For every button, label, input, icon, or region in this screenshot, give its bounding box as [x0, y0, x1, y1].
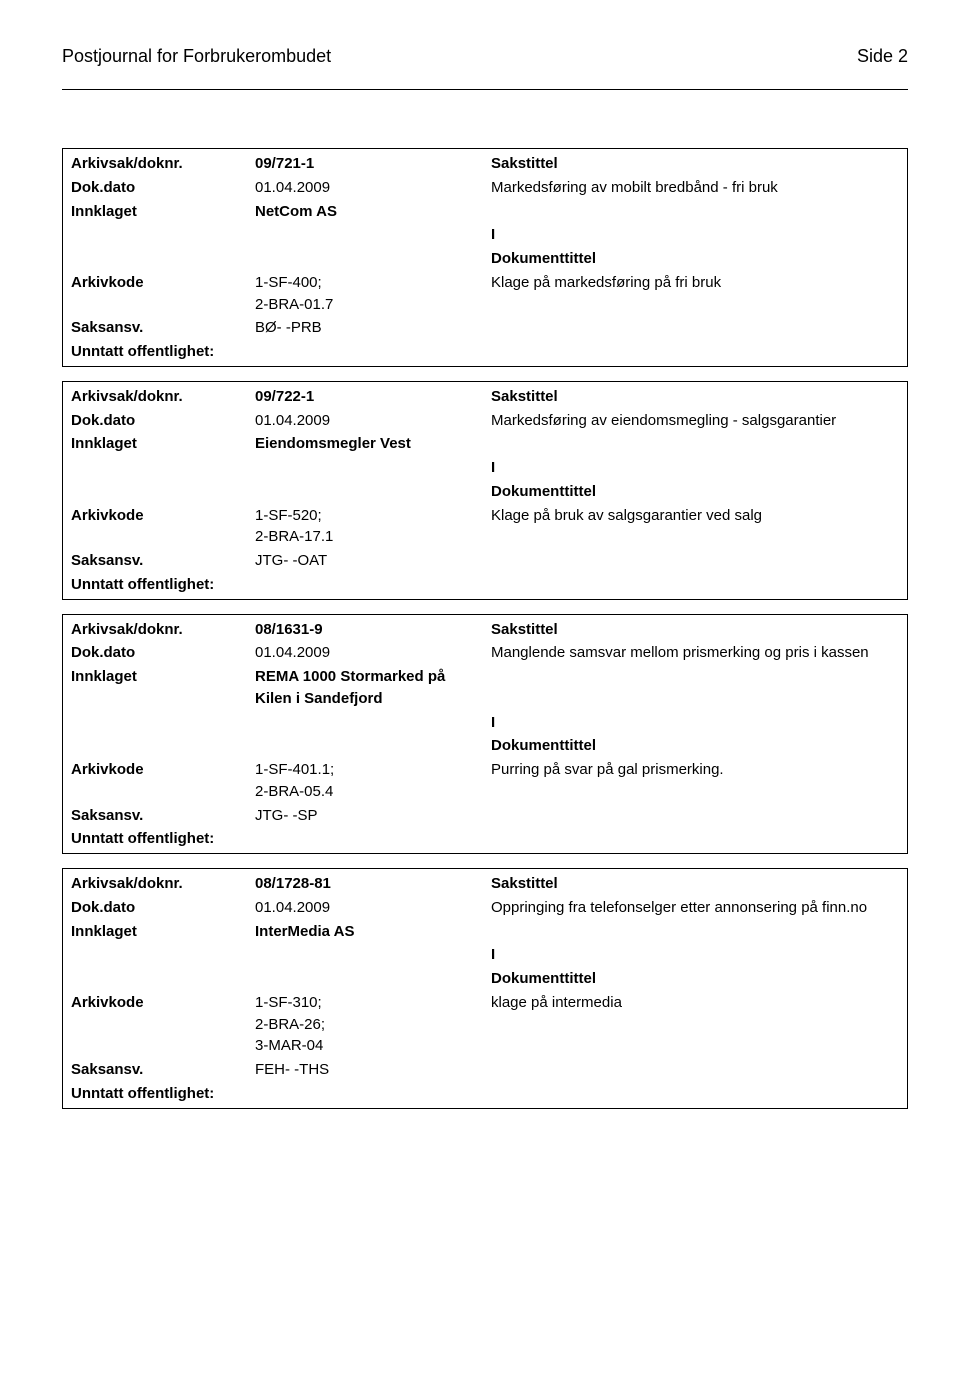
label-saksansv: Saksansv. [63, 1058, 247, 1082]
spacer [483, 432, 907, 434]
label-saksansv: Saksansv. [63, 804, 247, 828]
spacer [483, 316, 907, 318]
value-dokdato: 01.04.2009 [247, 641, 483, 665]
value-saksansv: JTG- -OAT [247, 549, 483, 573]
label-arkivsak: Arkivsak/doknr. [63, 152, 247, 176]
label-dokumenttittel: Dokumenttittel [483, 480, 907, 504]
value-saksansv: JTG- -SP [247, 804, 483, 828]
label-unntatt: Unntatt offentlighet: [63, 340, 222, 364]
value-innklaget: REMA 1000 Stormarked på Kilen i Sandefjo… [247, 665, 483, 711]
record: Arkivsak/doknr.09/721-1Sakstittel Dok.dat… [62, 148, 908, 367]
spacer [247, 943, 483, 945]
label-saksansv: Saksansv. [63, 316, 247, 340]
value-dokumenttittel: Klage på markedsføring på fri bruk [483, 271, 907, 295]
value-dokdato: 01.04.2009 [247, 896, 483, 920]
label-arkivkode: Arkivkode [63, 758, 247, 782]
page-header: Postjournal for Forbrukerombudet Side 2 [62, 46, 908, 67]
spacer [483, 549, 907, 551]
spacer [247, 456, 483, 458]
spacer [247, 711, 483, 713]
value-dokumenttittel: Klage på bruk av salgsgarantier ved salg [483, 504, 907, 528]
value-saksansv: FEH- -THS [247, 1058, 483, 1082]
label-arkivkode: Arkivkode [63, 504, 247, 528]
spacer [483, 200, 907, 202]
records-list: Arkivsak/doknr.09/721-1SakstittelDok.dat… [62, 148, 908, 1109]
spacer [63, 247, 247, 249]
value-innklaget: NetCom AS [247, 200, 483, 224]
spacer [63, 456, 247, 458]
label-dokumenttittel: Dokumenttittel [483, 734, 907, 758]
label-arkivsak: Arkivsak/doknr. [63, 385, 247, 409]
spacer [247, 247, 483, 249]
label-dokdato: Dok.dato [63, 176, 247, 200]
label-arkivsak: Arkivsak/doknr. [63, 618, 247, 642]
record: Arkivsak/doknr.08/1728-81Sakstittel Dok.d… [62, 868, 908, 1109]
spacer [63, 967, 247, 969]
label-sakstittel: Sakstittel [483, 385, 907, 409]
label-arkivsak: Arkivsak/doknr. [63, 872, 247, 896]
spacer [483, 920, 907, 922]
value-sakstittel: Manglende samsvar mellom prismerking og … [483, 641, 907, 665]
header-title: Postjournal for Forbrukerombudet [62, 46, 331, 67]
spacer [483, 1058, 907, 1060]
value-io: I [483, 711, 907, 735]
spacer [247, 480, 483, 482]
page-container: Postjournal for Forbrukerombudet Side 2 … [0, 0, 960, 1149]
label-unntatt: Unntatt offentlighet: [63, 827, 222, 851]
page-number: Side 2 [857, 46, 908, 67]
value-io: I [483, 223, 907, 247]
spacer [247, 967, 483, 969]
value-arkivkode: 1-SF-401.1;2-BRA-05.4 [247, 758, 483, 804]
header-rule [62, 89, 908, 90]
spacer [483, 665, 907, 667]
label-unntatt: Unntatt offentlighet: [63, 573, 222, 597]
value-arkivsak: 08/1728-81 [247, 872, 483, 896]
value-dokumenttittel: klage på intermedia [483, 991, 907, 1015]
value-arkivsak: 09/722-1 [247, 385, 483, 409]
label-saksansv: Saksansv. [63, 549, 247, 573]
value-arkivkode: 1-SF-310;2-BRA-26;3-MAR-04 [247, 991, 483, 1058]
spacer [247, 223, 483, 225]
spacer [247, 734, 483, 736]
value-dokdato: 01.04.2009 [247, 409, 483, 433]
spacer [63, 480, 247, 482]
record: Arkivsak/doknr.09/722-1Sakstittel Dok.dat… [62, 381, 908, 600]
spacer [63, 943, 247, 945]
label-innklaget: Innklaget [63, 920, 247, 944]
value-io: I [483, 943, 907, 967]
value-arkivkode: 1-SF-400;2-BRA-01.7 [247, 271, 483, 317]
value-innklaget: InterMedia AS [247, 920, 483, 944]
value-innklaget: Eiendomsmegler Vest [247, 432, 483, 456]
spacer [63, 711, 247, 713]
label-arkivkode: Arkivkode [63, 991, 247, 1015]
label-dokdato: Dok.dato [63, 896, 247, 920]
label-sakstittel: Sakstittel [483, 872, 907, 896]
value-sakstittel: Oppringing fra telefonselger etter annon… [483, 896, 907, 920]
value-dokumenttittel: Purring på svar på gal prismerking. [483, 758, 907, 782]
value-arkivkode: 1-SF-520;2-BRA-17.1 [247, 504, 483, 550]
label-sakstittel: Sakstittel [483, 152, 907, 176]
label-innklaget: Innklaget [63, 665, 247, 689]
value-io: I [483, 456, 907, 480]
spacer [483, 804, 907, 806]
record: Arkivsak/doknr.08/1631-9Sakstittel Dok.da… [62, 614, 908, 855]
label-dokdato: Dok.dato [63, 641, 247, 665]
value-dokdato: 01.04.2009 [247, 176, 483, 200]
spacer [63, 734, 247, 736]
value-sakstittel: Markedsføring av eiendomsmegling - salgs… [483, 409, 907, 433]
label-arkivkode: Arkivkode [63, 271, 247, 295]
value-sakstittel: Markedsføring av mobilt bredbånd - fri b… [483, 176, 907, 200]
value-arkivsak: 09/721-1 [247, 152, 483, 176]
label-dokumenttittel: Dokumenttittel [483, 247, 907, 271]
label-innklaget: Innklaget [63, 200, 247, 224]
label-innklaget: Innklaget [63, 432, 247, 456]
label-dokdato: Dok.dato [63, 409, 247, 433]
label-sakstittel: Sakstittel [483, 618, 907, 642]
spacer [63, 223, 247, 225]
value-saksansv: BØ- -PRB [247, 316, 483, 340]
value-arkivsak: 08/1631-9 [247, 618, 483, 642]
label-unntatt: Unntatt offentlighet: [63, 1082, 222, 1106]
label-dokumenttittel: Dokumenttittel [483, 967, 907, 991]
